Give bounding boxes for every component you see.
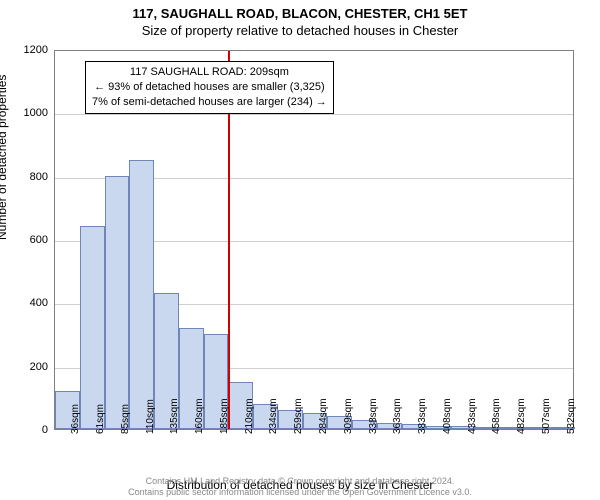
x-tick-label: 309sqm [343,398,354,434]
y-tick-label: 0 [8,424,48,436]
y-tick-label: 1000 [8,107,48,119]
x-tick-label: 338sqm [368,398,379,434]
y-tick-label: 800 [8,171,48,183]
gridline [55,114,573,115]
x-tick-label: 363sqm [392,398,403,434]
x-tick-label: 210sqm [244,398,255,434]
y-tick-label: 400 [8,297,48,309]
y-tick-label: 1200 [8,44,48,56]
histogram-bar [105,176,130,429]
x-tick-label: 259sqm [293,398,304,434]
x-tick-label: 110sqm [145,399,156,434]
x-tick-label: 408sqm [442,398,453,434]
x-tick-label: 61sqm [95,404,106,434]
x-tick-label: 234sqm [268,398,279,434]
callout-line3: 7% of semi-detached houses are larger (2… [92,95,327,110]
x-tick-label: 85sqm [120,404,131,434]
page-subtitle: Size of property relative to detached ho… [0,23,600,38]
footer-line2: Contains public sector information licen… [0,487,600,498]
callout-line2: ← 93% of detached houses are smaller (3,… [92,80,327,95]
x-tick-label: 532sqm [566,398,577,434]
histogram-bar [129,160,154,429]
page-title: 117, SAUGHALL ROAD, BLACON, CHESTER, CH1… [0,6,600,21]
x-tick-label: 482sqm [516,398,527,434]
x-tick-label: 36sqm [70,404,81,434]
callout-box: 117 SAUGHALL ROAD: 209sqm← 93% of detach… [85,61,334,114]
y-tick-label: 600 [8,234,48,246]
x-tick-label: 383sqm [417,398,428,434]
x-tick-label: 458sqm [491,398,502,434]
y-axis-label: Number of detached properties [0,75,9,240]
footer-attribution: Contains HM Land Registry data © Crown c… [0,476,600,498]
y-tick-label: 200 [8,361,48,373]
x-tick-label: 185sqm [219,398,230,434]
x-tick-label: 284sqm [318,398,329,434]
callout-line1: 117 SAUGHALL ROAD: 209sqm [92,65,327,80]
footer-line1: Contains HM Land Registry data © Crown c… [0,476,600,487]
histogram-plot: 117 SAUGHALL ROAD: 209sqm← 93% of detach… [54,50,574,430]
x-tick-label: 135sqm [169,398,180,434]
histogram-bar [80,226,105,429]
x-tick-label: 433sqm [467,398,478,434]
x-tick-label: 507sqm [541,398,552,434]
x-tick-label: 160sqm [194,398,205,434]
